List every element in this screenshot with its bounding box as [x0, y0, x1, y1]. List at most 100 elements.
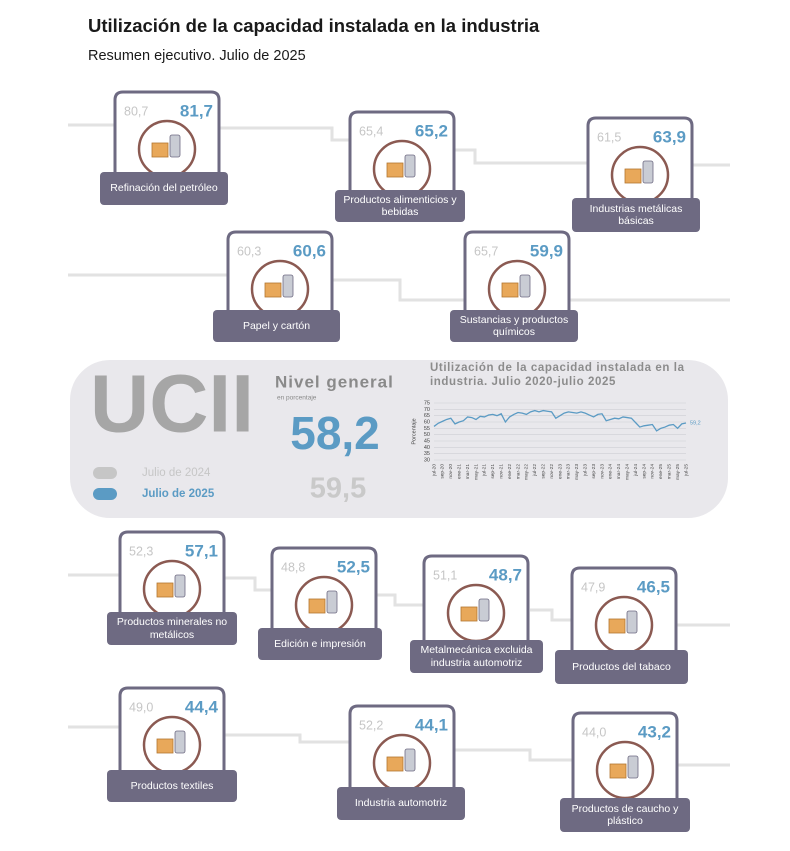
icon — [627, 755, 639, 779]
sector-card: 44,0 43,2 — [560, 711, 690, 832]
summary-heading: Nivel general — [275, 372, 394, 391]
icon — [156, 582, 174, 598]
x-tick-label: jul-21 — [482, 464, 488, 477]
current-value: 60,6 — [293, 241, 326, 260]
previous-value: 52,3 — [129, 544, 153, 558]
icon — [326, 590, 338, 614]
sector-card: 80,7 81,7 — [100, 90, 228, 205]
card-banner — [572, 198, 700, 232]
sector-card: 61,5 63,9 — [572, 116, 700, 232]
sector-card: 65,7 59,9 — [450, 230, 578, 342]
x-tick-label: jul-24 — [633, 464, 639, 477]
icon — [642, 160, 654, 184]
sector-label: Industrias metálicas básicas — [589, 202, 683, 227]
card-banner — [107, 770, 237, 802]
x-tick-label: jul-20 — [431, 464, 437, 477]
previous-value: 47,9 — [581, 580, 605, 594]
card-banner — [258, 628, 382, 660]
x-tick-label: jul-23 — [582, 464, 588, 477]
icon — [478, 598, 490, 622]
previous-value: 52,2 — [359, 718, 383, 732]
previous-value: 44,0 — [582, 725, 606, 739]
y-tick-label: 40 — [424, 445, 430, 451]
sector-label: Productos alimenticios y bebidas — [343, 193, 457, 218]
icon — [519, 274, 531, 298]
x-tick-label: may-25 — [675, 464, 681, 480]
x-tick-label: mar-22 — [515, 464, 521, 480]
x-tick-label: sep-24 — [641, 464, 647, 479]
x-tick-label: jul-25 — [683, 464, 689, 477]
x-tick-label: ene-22 — [507, 464, 513, 479]
x-tick-label: jul-22 — [532, 464, 538, 477]
y-tick-label: 55 — [424, 426, 430, 432]
x-tick-label: nov-22 — [549, 464, 555, 479]
sector-card: 51,1 48,7 — [410, 554, 543, 673]
current-value: 46,5 — [637, 577, 670, 596]
sector-card: 49,0 44,4 — [107, 686, 237, 802]
sector-label: Papel y cartón — [242, 319, 311, 332]
legend-label: Julio de 2024 — [142, 467, 211, 479]
card-banner — [410, 640, 543, 673]
y-tick-label: 70 — [424, 407, 430, 413]
x-tick-label: ene-24 — [608, 464, 614, 479]
icon — [609, 763, 627, 779]
previous-value: 60,3 — [237, 244, 261, 258]
series-line — [433, 409, 687, 432]
sector-label: Sustancias y productos químicos — [459, 313, 569, 338]
legend-label: Julio de 2025 — [142, 488, 215, 500]
y-tick-label: 60 — [424, 419, 430, 425]
x-tick-label: nov-20 — [448, 464, 454, 479]
icon — [308, 598, 326, 614]
icon — [501, 282, 519, 298]
sector-label: Edición e impresión — [274, 637, 366, 650]
card-banner — [100, 172, 228, 205]
x-tick-label: sep-22 — [540, 464, 546, 479]
current-value: 63,9 — [653, 127, 686, 146]
connector-lines — [68, 123, 730, 767]
previous-value: 80,7 — [124, 104, 148, 118]
x-tick-label: nov-23 — [599, 464, 605, 479]
previous-value: 65,4 — [359, 124, 383, 138]
icon — [404, 748, 416, 772]
icon — [151, 142, 169, 158]
sector-card: 52,2 44,1 — [337, 704, 465, 820]
summary-current: 58,2 — [290, 407, 380, 459]
x-tick-label: sep-21 — [490, 464, 496, 479]
current-value: 52,5 — [337, 557, 370, 576]
y-tick-label: 45 — [424, 438, 430, 444]
y-tick-label: 35 — [424, 451, 430, 457]
icon — [174, 574, 186, 598]
current-value: 43,2 — [638, 722, 671, 741]
previous-value: 65,7 — [474, 244, 498, 258]
x-tick-label: ene-25 — [658, 464, 664, 479]
sector-card: 47,9 46,5 — [555, 566, 688, 684]
x-tick-label: may-24 — [624, 464, 630, 480]
card-banner — [560, 798, 690, 832]
current-value: 44,1 — [415, 715, 448, 734]
icon — [156, 738, 174, 754]
current-value: 65,2 — [415, 121, 448, 140]
current-value: 57,1 — [185, 541, 218, 560]
icon — [174, 730, 186, 754]
x-tick-label: mar-21 — [465, 464, 471, 480]
icon — [264, 282, 282, 298]
y-axis-label: Porcentaje — [411, 418, 417, 444]
current-value: 59,9 — [530, 241, 563, 260]
card-banner — [555, 650, 688, 684]
current-value: 44,4 — [185, 697, 219, 716]
icon — [169, 134, 181, 158]
sector-card: 52,3 57,1 — [107, 530, 237, 645]
x-tick-label: mar-23 — [566, 464, 572, 480]
card-banner — [335, 190, 465, 222]
icon — [386, 162, 404, 178]
icon — [460, 606, 478, 622]
y-tick-label: 65 — [424, 413, 430, 419]
x-tick-label: mar-24 — [616, 464, 622, 480]
icon — [386, 756, 404, 772]
x-tick-label: mar-25 — [666, 464, 672, 480]
summary-unit: en porcentaje — [277, 395, 317, 402]
current-value: 81,7 — [180, 101, 213, 120]
current-value: 48,7 — [489, 565, 522, 584]
card-banner — [107, 612, 237, 645]
